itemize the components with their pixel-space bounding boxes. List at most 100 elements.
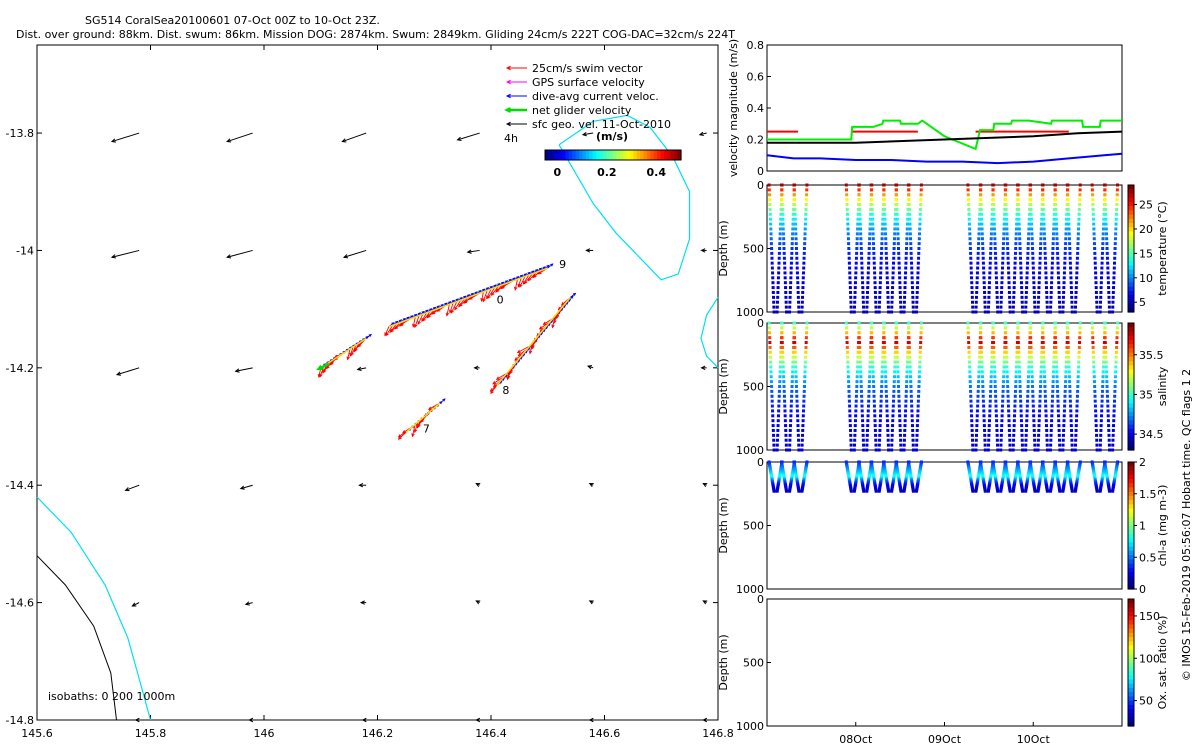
profile-point [995,300,999,304]
profile-point [979,212,983,216]
oxygen-ylabel: Depth (m) [717,634,730,690]
profile-point [879,389,883,393]
track-segment [489,292,577,395]
profile-point [982,271,986,275]
chlorophyll-axes-box [766,461,1123,590]
profile-point [768,345,772,349]
profile-point [1091,198,1095,202]
profile-point [976,404,980,408]
profile-point [896,232,900,236]
colorbar-swatch [1128,662,1134,668]
colorbar-swatch [1128,559,1134,565]
colorbar-swatch [1128,185,1134,190]
profile-point [968,227,972,231]
profile-point [898,281,902,285]
profile-point [903,419,907,423]
profile-point [967,355,971,359]
profile-point [881,350,885,354]
profile-point [859,247,863,250]
profile-point [775,448,779,452]
profile-point [1099,295,1103,299]
profile-point [991,331,995,335]
profile-point [1054,360,1058,364]
profile-point [796,286,800,290]
profile-point [1067,217,1071,221]
profile-point [983,433,987,437]
profile-point [880,365,884,369]
colorbar-swatch [1128,533,1134,539]
profile-point [801,414,805,418]
profile-point [1107,300,1111,304]
profile-point [1062,276,1066,280]
profile-point [872,389,876,393]
track-line [405,402,441,433]
profile-point [979,350,983,354]
profile-point [877,443,881,447]
profile-point [1005,232,1009,236]
profile-point [1095,433,1099,437]
profile-point [907,198,911,202]
profile-point [1112,286,1116,290]
profile-point [854,256,858,260]
geo-vector [473,365,480,371]
profile-point [1057,300,1061,304]
profile-point [768,203,772,207]
profile-point [994,409,998,413]
profile-point [1027,365,1031,369]
profile-point [1063,256,1067,260]
colorbar-swatch [1128,441,1134,447]
profile-point [1112,399,1116,403]
profile-point [1041,336,1045,340]
profile-point [1056,251,1060,255]
profile-point [1036,443,1040,447]
legend-label: 25cm/s swim vector [532,62,643,75]
profile-point [790,375,794,379]
profile-point [1026,256,1030,260]
profile-point [849,290,853,294]
profile-point [991,183,995,187]
profile-point [880,237,884,241]
profile-point [1040,212,1044,216]
profile-point [1012,419,1016,423]
profile-point [1024,448,1028,452]
geo-vector [226,249,253,259]
profile-point [866,404,870,408]
profile-point [1004,212,1008,216]
profile-point [1007,271,1011,275]
profile-point [862,489,866,493]
profile-point [995,295,999,299]
profile-point [1028,321,1032,325]
profile-point [983,428,987,432]
profile-point [1050,261,1054,265]
profile-point [802,256,806,260]
profile-point [797,310,801,314]
profile-point [968,385,972,388]
profile-point [1092,360,1096,364]
profile-point [848,276,852,280]
profile-point [1094,428,1098,432]
profile-point [918,212,922,216]
profile-point [1100,389,1104,393]
profile-point [899,438,903,442]
profile-point [1037,290,1041,294]
profile-point [792,183,796,187]
geo-vector [239,484,253,490]
profile-point [879,271,883,275]
profile-point [855,385,859,388]
profile-point [884,389,888,393]
profile-point [978,212,982,216]
profile-point [1104,217,1108,221]
profile-point [977,222,981,226]
profile-point [879,404,883,408]
profile-point [848,281,852,285]
profile-point [918,227,922,231]
profile-point [877,489,881,493]
profile-point [1091,345,1095,349]
profile-point [849,310,853,314]
profile-point [895,350,899,354]
profile-point [981,380,985,384]
colorbar-swatch [1128,466,1134,472]
geo-vector [356,366,367,372]
profile-point [1008,310,1012,314]
profile-point [1078,331,1082,335]
